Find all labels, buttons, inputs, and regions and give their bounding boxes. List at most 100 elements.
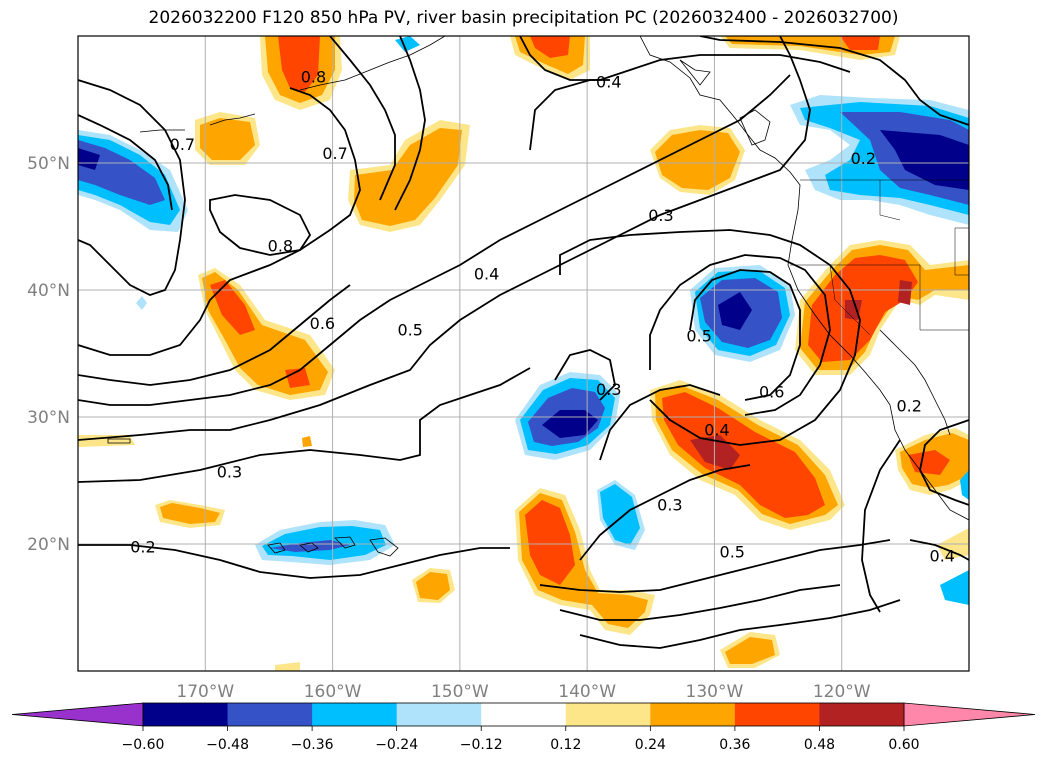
lat-label-3: 20°N <box>27 535 70 555</box>
shading-negative-small-22n <box>597 480 645 550</box>
contour-0p5-loop <box>649 254 831 416</box>
contour-label-14: 0.4 <box>704 421 729 440</box>
contour-label-15: 0.3 <box>217 463 242 482</box>
contour-label-3: 0.4 <box>596 73 621 92</box>
shading-negative-northeast <box>790 95 969 225</box>
contour-label-8: 0.6 <box>310 314 335 333</box>
shading-positive-north-pacific <box>260 36 342 110</box>
contour-label-18: 0.2 <box>130 538 155 557</box>
coastline-alaska-islands <box>679 59 711 86</box>
contour-label-1: 0.7 <box>170 135 195 154</box>
colorbar-extend-high <box>903 702 1036 727</box>
colorbar-label-8: 0.48 <box>804 737 835 753</box>
contour-0p3-west <box>78 367 531 483</box>
contour-label-5: 0.8 <box>268 237 293 256</box>
colorbar-label-4: −0.12 <box>460 737 503 753</box>
contour-labels: 0.8 0.7 0.7 0.4 0.2 0.8 0.3 0.4 0.6 0.5 0.5 0.3 0.6 0… <box>130 68 955 566</box>
border-state-2 <box>790 264 969 331</box>
contour-label-10: 0.5 <box>686 327 711 346</box>
contour-0p2-mexico <box>919 419 969 506</box>
lon-label-2: 150°W <box>431 682 489 702</box>
colorbar-label-1: −0.48 <box>206 737 249 753</box>
contour-label-11: 0.3 <box>596 380 621 399</box>
contour-0p2 <box>78 544 510 579</box>
contour-0p2-east <box>861 439 901 613</box>
contour-label-17: 0.5 <box>720 543 745 562</box>
colorbar-bin-4 <box>481 703 567 726</box>
lon-label-0: 170°W <box>176 682 234 702</box>
coastline-aleutians <box>209 113 256 126</box>
colorbar-label-7: 0.36 <box>719 737 750 753</box>
lon-label-4: 130°W <box>686 682 744 702</box>
colorbar-bin-6 <box>650 703 736 726</box>
shading-positive-top-right <box>720 36 900 60</box>
contour-0p3-loop <box>559 229 861 446</box>
contour-0p4-top <box>519 36 851 81</box>
contour-0p3-south <box>579 464 751 561</box>
contour-label-4: 0.2 <box>851 149 876 168</box>
colorbar-bin-8 <box>819 703 905 726</box>
shading-positive-west-52n <box>195 112 260 165</box>
contour-label-16: 0.3 <box>657 496 682 515</box>
shading-positive-west-38n <box>198 268 335 400</box>
colorbar-bin-3 <box>396 703 482 726</box>
shading-positive-mexico <box>895 428 969 495</box>
lat-label-2: 30°N <box>27 408 70 428</box>
lat-label-0: 50°N <box>27 154 70 174</box>
small-island <box>107 438 131 444</box>
contour-label-6: 0.3 <box>648 206 673 225</box>
shading-positive-small-features <box>78 435 969 671</box>
shading-negative-hawaii <box>255 520 395 565</box>
contour-label-13: 0.2 <box>896 397 921 416</box>
contour-0p7-west <box>78 79 186 296</box>
colorbar-bin-5 <box>565 703 651 726</box>
contour-0p8-closed <box>209 194 312 256</box>
lat-label-1: 40°N <box>27 281 70 301</box>
precip-shading <box>78 36 969 671</box>
contour-label-7: 0.4 <box>474 264 499 283</box>
contour-label-9: 0.5 <box>397 320 422 339</box>
contour-0p4-se <box>909 539 969 561</box>
contour-0p7-arc <box>78 114 173 211</box>
shading-negative-northwest <box>78 130 188 232</box>
map-frame <box>77 35 970 672</box>
hawaiian-islands <box>267 536 399 557</box>
contour-0p5-west <box>78 284 351 386</box>
contour-0p4-mid <box>599 384 721 461</box>
contour-0p6-central <box>394 36 426 211</box>
shading-positive-top-center <box>510 36 590 80</box>
lon-label-3: 140°W <box>558 682 616 702</box>
border-state-1 <box>879 180 901 221</box>
colorbar-extend-low <box>11 702 144 727</box>
shading-negative-offshore-38n <box>690 265 795 362</box>
lon-label-5: 120°W <box>813 682 871 702</box>
colorbar-label-6: 0.24 <box>635 737 666 753</box>
contour-0p5-south-2 <box>559 584 841 621</box>
coastline-vancouver-island <box>739 109 771 146</box>
coastline-baja <box>879 329 951 436</box>
border-state-3 <box>829 264 871 336</box>
contour-0p3-small <box>554 349 616 401</box>
contour-0p4-lobe <box>529 79 610 151</box>
colorbar-label-3: −0.24 <box>375 737 418 753</box>
colorbar-label-0: −0.60 <box>122 737 165 753</box>
colorbar-label-2: −0.36 <box>291 737 334 753</box>
shading-positive-coastal-50n <box>650 125 745 195</box>
lon-label-1: 160°W <box>304 682 362 702</box>
colorbar-bin-0 <box>143 703 229 726</box>
coastline-alaska <box>299 36 446 91</box>
map-title: 2026032200 F120 850 hPa PV, river basin … <box>148 8 899 28</box>
border-state-4 <box>954 227 969 276</box>
contour-0p5-south <box>539 539 891 593</box>
colorbar-bin-1 <box>227 703 313 726</box>
contour-label-0: 0.8 <box>301 68 326 87</box>
shading-positive-south-20n <box>515 488 655 635</box>
shading-positive-central-48n <box>348 120 470 232</box>
colorbar-frame <box>142 702 905 727</box>
latitude-labels: 50°N 40°N 30°N 20°N <box>27 154 70 555</box>
contour-0p3-long <box>78 36 811 441</box>
colorbar-label-5: 0.12 <box>550 737 581 753</box>
contour-label-12: 0.6 <box>759 383 784 402</box>
colorbar-label-9: 0.60 <box>888 737 919 753</box>
